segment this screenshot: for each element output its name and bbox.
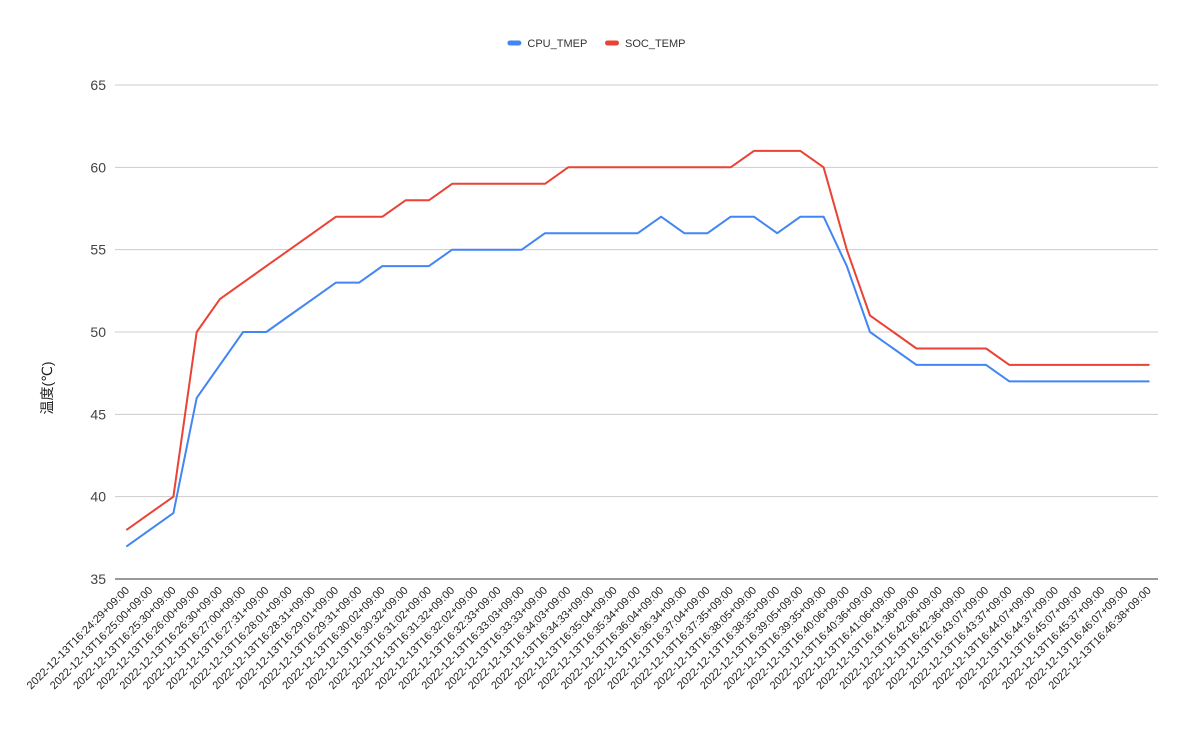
legend-swatch: [605, 40, 619, 46]
y-tick-label: 65: [90, 77, 106, 93]
series-line-soc-temp: [126, 149, 1150, 531]
y-tick-label: 60: [90, 159, 106, 175]
series-line-cpu-tmep: [126, 215, 1150, 548]
series-lines: [126, 149, 1150, 548]
legend: CPU_TMEP SOC_TEMP: [507, 38, 686, 50]
y-tick-label: 50: [90, 324, 106, 340]
y-axis-title: 温度(℃): [39, 361, 55, 414]
y-tick-label: 55: [90, 242, 106, 258]
legend-label: SOC_TEMP: [625, 38, 686, 50]
y-tick-label: 35: [90, 571, 106, 587]
legend-swatch: [507, 40, 522, 46]
y-tick-label: 45: [90, 406, 106, 422]
legend-label: CPU_TMEP: [527, 38, 587, 50]
y-tick-label: 40: [90, 489, 106, 505]
